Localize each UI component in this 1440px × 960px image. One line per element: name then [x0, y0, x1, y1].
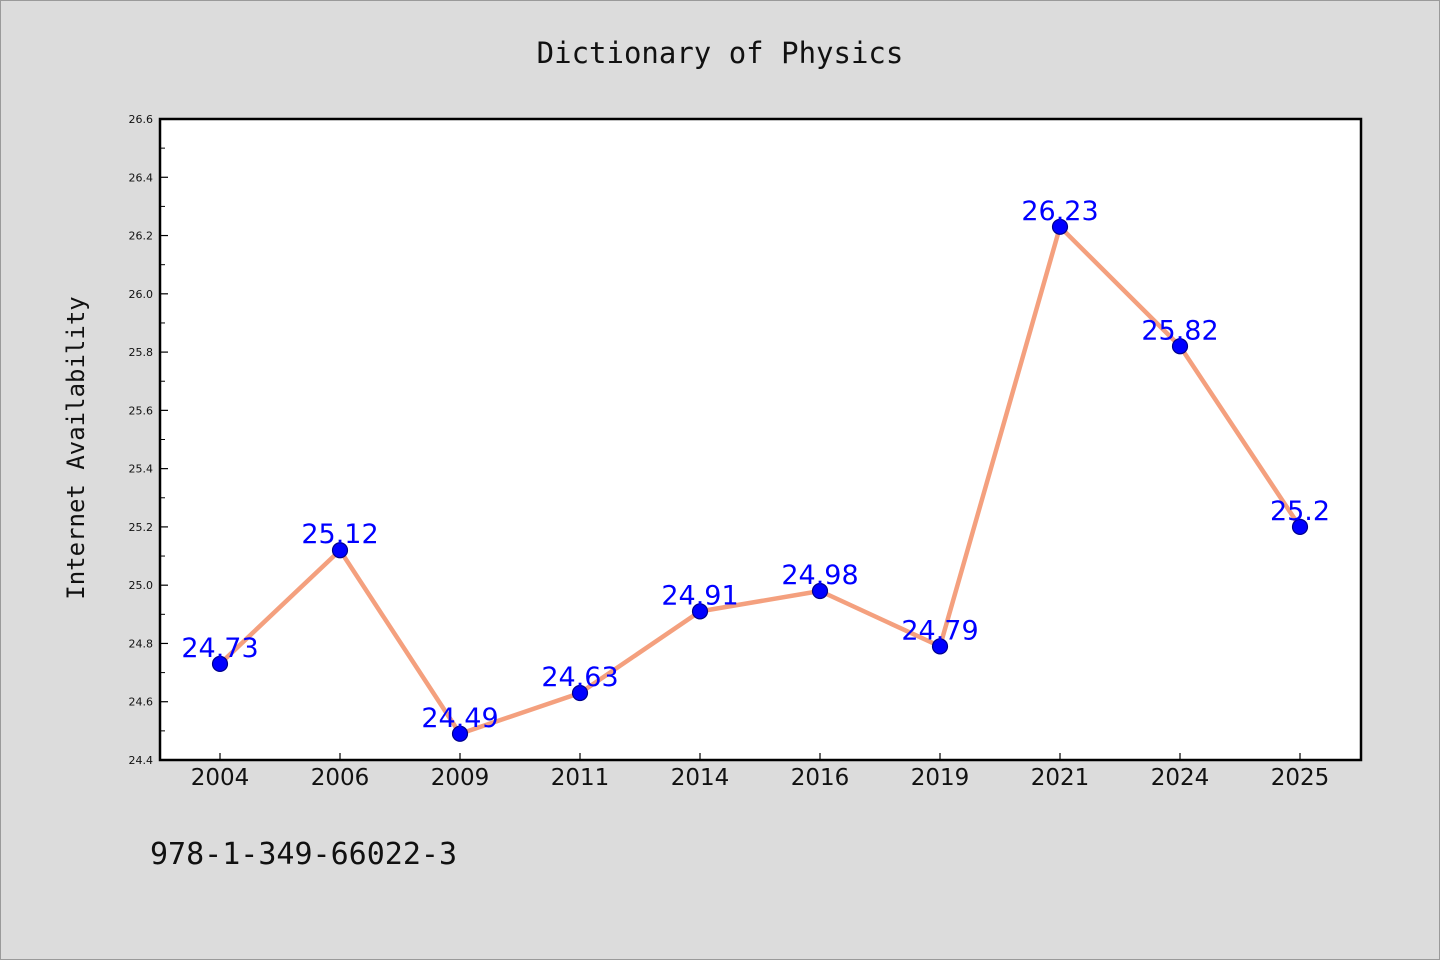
data-label: 25.2 — [1270, 496, 1330, 527]
y-axis-label: Internet Availability — [62, 296, 90, 599]
x-tick-label: 2016 — [791, 765, 850, 791]
data-label: 24.91 — [661, 580, 738, 611]
y-tick-label: 24.8 — [129, 637, 154, 650]
x-tick-label: 2006 — [311, 765, 370, 791]
x-tick-label: 2019 — [911, 765, 970, 791]
data-label: 25.12 — [301, 519, 378, 550]
data-point — [1051, 218, 1069, 235]
data-label: 25.82 — [1141, 315, 1218, 346]
data-point — [451, 725, 469, 742]
data-label: 26.23 — [1021, 196, 1098, 227]
data-point — [931, 638, 949, 655]
x-tick-label: 2009 — [431, 765, 490, 791]
y-tick-label: 26.6 — [129, 113, 154, 126]
data-point — [1171, 338, 1189, 355]
data-point — [691, 603, 709, 620]
data-label: 24.79 — [901, 615, 978, 646]
y-tick-label: 24.4 — [129, 754, 154, 767]
y-tick-label: 25.2 — [129, 521, 154, 534]
y-tick-label: 26.0 — [129, 288, 154, 301]
y-tick-label: 25.0 — [129, 579, 154, 592]
data-label: 24.98 — [781, 560, 858, 591]
data-point — [1291, 518, 1309, 536]
x-tick-label: 2021 — [1031, 765, 1090, 791]
y-tick-label: 25.4 — [129, 463, 154, 476]
plot-area — [158, 117, 1363, 762]
x-tick-label: 2004 — [191, 765, 250, 791]
y-axis: 24.4 24.6 24.8 25.0 25.2 25.4 25.6 25.8 26.0 26.2… — [129, 113, 168, 767]
series-group — [211, 218, 1309, 742]
x-axis: 2004 2006 2009 2011 2014 2016 2019 2021 2024 2025 — [191, 753, 1330, 791]
x-tick-label: 2011 — [551, 765, 610, 791]
x-tick-label: 2025 — [1271, 765, 1330, 791]
y-tick-label: 26.4 — [129, 171, 154, 184]
series-line — [218, 224, 1302, 737]
data-point — [811, 582, 829, 600]
y-tick-label: 25.6 — [129, 404, 154, 417]
chart-title: Dictionary of Physics — [537, 36, 904, 70]
data-point — [331, 542, 349, 559]
data-label: 24.73 — [181, 633, 258, 664]
data-label: 24.49 — [421, 703, 498, 734]
y-tick-label: 26.2 — [129, 230, 154, 243]
x-tick-label: 2024 — [1151, 765, 1210, 791]
y-tick-label: 25.8 — [129, 346, 154, 359]
data-point — [211, 655, 229, 672]
y-tick-label: 24.6 — [129, 696, 154, 709]
data-label: 24.63 — [541, 662, 618, 693]
x-tick-label: 2014 — [671, 765, 730, 791]
isbn-text: 978-1-349-66022-3 — [150, 837, 457, 872]
data-point — [571, 684, 589, 702]
data-labels-group: 24.73 25.12 24.49 24.63 24.91 24.98 24.79 26.23… — [181, 196, 1330, 734]
